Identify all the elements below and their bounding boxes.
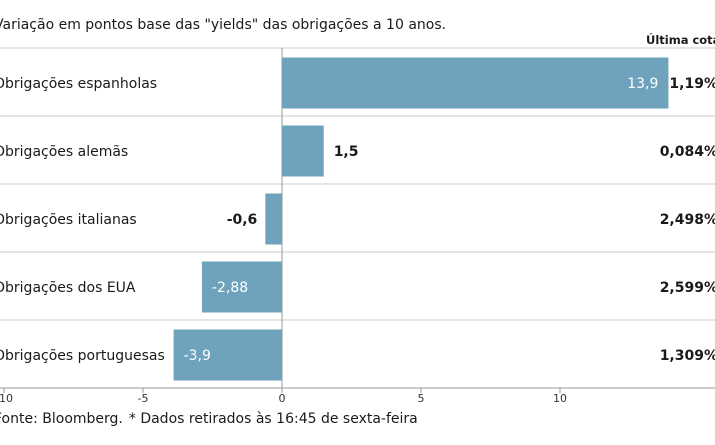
bar <box>282 57 669 109</box>
value-label: 1,5 <box>334 144 359 160</box>
source-text: Fonte: Bloomberg. <box>0 411 123 427</box>
bar <box>201 261 282 313</box>
value-labels: 13,9 1,5 -0,6 -2,88 -3,9 <box>184 76 659 364</box>
bar <box>265 193 282 245</box>
category-label: Obrigações dos EUA <box>0 280 136 296</box>
category-label: Obrigações portuguesas <box>0 348 165 364</box>
bars-group <box>173 57 669 381</box>
value-label: 13,9 <box>627 76 658 92</box>
last-quote-value: 1,309% <box>660 348 715 364</box>
x-tick-labels: -10 -5 0 5 10 <box>0 392 567 405</box>
footer-source: Fonte: Bloomberg. * Dados retirados às 16… <box>0 411 418 427</box>
value-label: -3,9 <box>184 348 211 364</box>
x-tick-label: 5 <box>418 392 425 405</box>
category-label: Obrigações italianas <box>0 212 137 228</box>
last-quote-value: 2,498% <box>660 212 715 228</box>
bar-chart: Obrigações espanholas Obrigações alemãs Ob… <box>0 47 715 405</box>
row-dividers <box>0 47 715 321</box>
category-labels: Obrigações espanholas Obrigações alemãs Ob… <box>0 76 165 364</box>
x-tick-label: 0 <box>279 392 286 405</box>
last-quote-values: 1,19% 0,084% 2,498% 2,599% 1,309% <box>660 76 715 364</box>
last-quote-value: 1,19% <box>669 76 715 92</box>
category-label: Obrigações espanholas <box>0 76 157 92</box>
value-label: -2,88 <box>212 280 248 296</box>
bar <box>282 125 324 177</box>
last-quote-header: Última cotação* <box>646 33 715 47</box>
bar <box>173 329 282 381</box>
chart-title: Variação em pontos base das "yields" das… <box>0 17 447 33</box>
last-quote-value: 2,599% <box>660 280 715 296</box>
x-tick-label: 10 <box>553 392 567 405</box>
category-label: Obrigações alemãs <box>0 144 128 160</box>
x-tick-label: -10 <box>0 392 13 405</box>
value-label: -0,6 <box>227 212 258 228</box>
x-tick-label: -5 <box>138 392 149 405</box>
footnote-text: * Dados retirados às 16:45 de sexta-feir… <box>128 411 418 427</box>
last-quote-value: 0,084% <box>660 144 715 160</box>
